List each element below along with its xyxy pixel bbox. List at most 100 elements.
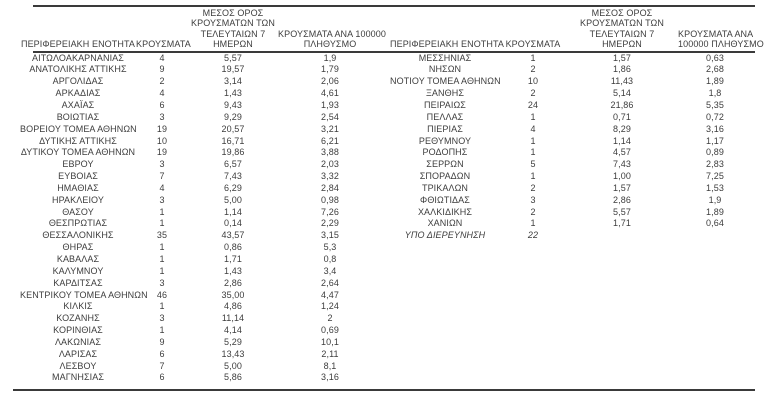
cell-region: ΒΟΡΕΙΟΥ ΤΟΜΕΑ ΑΘΗΝΩΝ [20, 123, 137, 134]
cell-avg7: 19,86 [221, 147, 245, 158]
cell-per100k: 3,4 [323, 265, 337, 276]
cell-cases: 2 [159, 76, 165, 87]
cell-cases: 3 [159, 313, 165, 324]
cell-cases: 6 [159, 348, 165, 359]
cell-per100k: 2,54 [321, 111, 339, 122]
table-row: ΘΕΣΠΡΩΤΙΑΣ 1 0,14 2,29 [20, 218, 382, 230]
table-row: ΧΑΝΙΩΝ 1 1,71 0,64 [390, 218, 752, 230]
cell-cases: 1 [530, 135, 536, 146]
cell-cases: 1 [159, 253, 165, 264]
cell-region: ΔΥΤΙΚΟΥ ΤΟΜΕΑ ΑΘΗΝΩΝ [20, 147, 136, 158]
cell-per100k: 0,69 [321, 325, 339, 336]
cell-region: ΧΑΝΙΩΝ [427, 218, 463, 229]
cell-avg7: 3,14 [224, 76, 242, 87]
cell-per100k: 1,17 [706, 135, 724, 146]
cell-cases: 1 [530, 171, 536, 182]
cell-region: ΥΠΟ ΔΙΕΡΕΥΝΗΣΗ [404, 230, 486, 241]
cell-per100k: 2,83 [706, 159, 724, 170]
cell-region: ΛΕΣΒΟΥ [59, 360, 97, 371]
cell-avg7: 5,14 [613, 88, 631, 99]
cell-avg7: 5,29 [224, 336, 242, 347]
cell-cases: 19 [156, 123, 168, 134]
cell-per100k: 1,9 [708, 194, 722, 205]
cell-per100k: 6,21 [321, 135, 339, 146]
cell-cases: 1 [530, 218, 536, 229]
table-row: ΛΕΣΒΟΥ 7 5,00 8,1 [20, 361, 382, 373]
table-row: ΘΑΣΟΥ 1 1,14 7,26 [20, 207, 382, 219]
table-row: ΔΥΤΙΚΟΥ ΤΟΜΕΑ ΑΘΗΝΩΝ 19 19,86 3,88 [20, 147, 382, 159]
cell-region: ΡΕΘΥΜΝΟΥ [418, 135, 472, 146]
cell-cases: 4 [159, 88, 165, 99]
table-row: ΕΒΡΟΥ 3 6,57 2,03 [20, 159, 382, 171]
cell-region: ΘΑΣΟΥ [62, 206, 94, 217]
cell-avg7: 19,57 [221, 64, 245, 75]
cell-avg7: 5,57 [613, 206, 631, 217]
table-row: ΚΑΒΑΛΑΣ 1 1,71 0,8 [20, 254, 382, 266]
cell-cases: 3 [159, 194, 165, 205]
cell-cases: 3 [159, 111, 165, 122]
cell-per100k: 2,03 [321, 159, 339, 170]
table-row: ΠΕΙΡΑΙΩΣ 24 21,86 5,35 [390, 100, 752, 112]
cell-per100k: 2,68 [706, 64, 724, 75]
table-row: ΔΥΤΙΚΗΣ ΑΤΤΙΚΗΣ 10 16,71 6,21 [20, 136, 382, 148]
table-row: ΛΑΡΙΣΑΣ 6 13,43 2,11 [20, 349, 382, 361]
table-row: ΚΟΡΙΝΘΙΑΣ 1 4,14 0,69 [20, 325, 382, 337]
cell-per100k: 1,9 [323, 52, 337, 63]
cell-region: ΛΑΚΩΝΙΑΣ [54, 336, 102, 347]
table-row: ΠΕΛΛΑΣ 1 0,71 0,72 [390, 112, 752, 124]
cell-avg7: 1,43 [224, 265, 242, 276]
table-row: ΤΡΙΚΑΛΩΝ 2 1,57 1,53 [390, 183, 752, 195]
table-row: ΘΕΣΣΑΛΟΝΙΚΗΣ 35 43,57 3,15 [20, 230, 382, 242]
table-row: ΦΘΙΩΤΙΔΑΣ 3 2,86 1,9 [390, 195, 752, 207]
cell-region: ΚΙΛΚΙΣ [63, 301, 93, 312]
cell-avg7: 0,86 [224, 242, 242, 253]
cell-avg7: 5,57 [224, 52, 242, 63]
cell-cases: 2 [530, 88, 536, 99]
cell-cases: 9 [159, 64, 165, 75]
cell-avg7: 1,71 [613, 218, 631, 229]
cell-cases: 7 [159, 360, 165, 371]
cell-avg7: 8,29 [613, 123, 631, 134]
cell-per100k: 1,24 [321, 301, 339, 312]
cell-cases: 1 [159, 325, 165, 336]
cell-per100k: 2,06 [321, 76, 339, 87]
cell-per100k: 3,16 [706, 123, 724, 134]
cell-avg7: 7,43 [613, 159, 631, 170]
cell-cases: 1 [530, 52, 536, 63]
cell-region: ΑΡΚΑΔΙΑΣ [55, 88, 101, 99]
cell-per100k: 7,25 [706, 171, 724, 182]
cell-cases: 5 [530, 159, 536, 170]
col-header-region: ΠΕΡΙΦΕΡΕΙΑΚΗ ΕΝΟΤΗΤΑ [20, 39, 136, 50]
table-row: ΕΥΒΟΙΑΣ 7 7,43 3,32 [20, 171, 382, 183]
cell-region: ΤΡΙΚΑΛΩΝ [421, 182, 469, 193]
cell-per100k: 1,93 [321, 100, 339, 110]
cell-per100k: 2,11 [321, 348, 339, 359]
cell-region: ΠΕΛΛΑΣ [426, 111, 464, 122]
table-row: ΥΠΟ ΔΙΕΡΕΥΝΗΣΗ 22 [390, 230, 752, 242]
table-row: ΚΕΝΤΡΙΚΟΥ ΤΟΜΕΑ ΑΘΗΝΩΝ 46 35,00 4,47 [20, 290, 382, 302]
cell-region: ΘΕΣΠΡΩΤΙΑΣ [48, 218, 108, 229]
cell-per100k: 10,1 [321, 336, 339, 347]
cell-avg7: 7,43 [224, 171, 242, 182]
cell-cases: 1 [530, 111, 536, 122]
cell-region: ΡΟΔΟΠΗΣ [422, 147, 468, 158]
table-row: ΧΑΛΚΙΔΙΚΗΣ 2 5,57 1,89 [390, 207, 752, 219]
cell-cases: 9 [159, 336, 165, 347]
cell-per100k: 0,89 [706, 147, 724, 158]
table-row: ΑΡΚΑΔΙΑΣ 4 1,43 4,61 [20, 88, 382, 100]
cell-region: ΑΙΤΩΛΟΑΚΑΡΝΑΝΙΑΣ [32, 52, 124, 63]
cell-per100k: 7,26 [321, 206, 339, 217]
cell-cases: 1 [159, 206, 165, 217]
cell-region: ΑΝΑΤΟΛΙΚΗΣ ΑΤΤΙΚΗΣ [29, 64, 127, 75]
cell-per100k: 0,98 [321, 194, 339, 205]
cell-avg7: 0,71 [613, 111, 631, 122]
cell-avg7: 35,00 [221, 289, 245, 300]
table-row: ΒΟΡΕΙΟΥ ΤΟΜΕΑ ΑΘΗΝΩΝ 19 20,57 3,21 [20, 124, 382, 136]
cell-cases: 10 [156, 135, 168, 146]
cell-per100k: 1,53 [706, 182, 724, 193]
cell-per100k: 5,35 [706, 100, 724, 110]
cell-avg7: 1,57 [613, 52, 631, 63]
table-row: ΑΙΤΩΛΟΑΚΑΡΝΑΝΙΑΣ 4 5,57 1,9 [20, 53, 382, 65]
cell-region: ΚΟΖΑΝΗΣ [56, 313, 100, 324]
cell-avg7: 4,57 [613, 147, 631, 158]
